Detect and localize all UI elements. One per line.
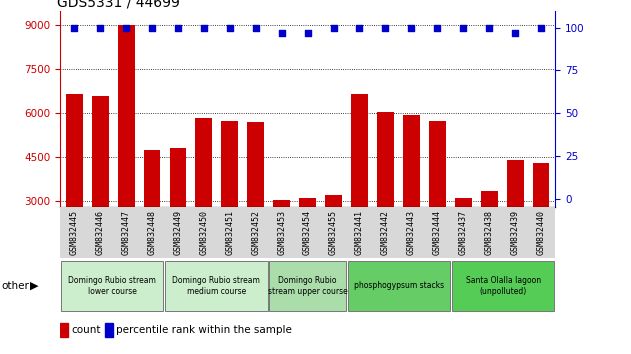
Text: GSM832441: GSM832441 <box>355 210 364 255</box>
Text: GSM832450: GSM832450 <box>199 210 208 255</box>
Text: GSM832447: GSM832447 <box>122 210 131 255</box>
Bar <box>105 323 113 337</box>
FancyBboxPatch shape <box>61 261 163 311</box>
Point <box>484 25 494 30</box>
Point <box>276 30 286 36</box>
Point <box>432 25 442 30</box>
Bar <box>377 112 394 289</box>
Text: GSM832452: GSM832452 <box>251 210 260 255</box>
Bar <box>60 323 68 337</box>
Point <box>302 30 312 36</box>
Text: GSM832446: GSM832446 <box>96 210 105 255</box>
Bar <box>455 198 471 289</box>
FancyBboxPatch shape <box>269 261 346 311</box>
Bar <box>247 122 264 289</box>
Point <box>225 25 235 30</box>
Point <box>173 25 183 30</box>
Bar <box>196 118 212 289</box>
Point <box>95 25 105 30</box>
Text: GSM832445: GSM832445 <box>69 210 79 255</box>
Point <box>147 25 157 30</box>
Text: other: other <box>1 281 29 291</box>
Bar <box>325 195 342 289</box>
Text: GSM832439: GSM832439 <box>510 210 519 255</box>
Bar <box>221 121 239 289</box>
Text: GSM832438: GSM832438 <box>485 210 493 255</box>
Text: GSM832453: GSM832453 <box>277 210 286 255</box>
Point <box>329 25 339 30</box>
Text: ▶: ▶ <box>30 281 38 291</box>
Bar <box>507 160 524 289</box>
Text: GSM832437: GSM832437 <box>459 210 468 255</box>
FancyBboxPatch shape <box>348 261 450 311</box>
Point <box>69 25 80 30</box>
Text: Domingo Rubio stream
lower course: Domingo Rubio stream lower course <box>68 276 156 296</box>
Point <box>510 30 520 36</box>
Text: GSM832451: GSM832451 <box>225 210 234 255</box>
Bar <box>170 148 186 289</box>
Point <box>355 25 365 30</box>
Text: percentile rank within the sample: percentile rank within the sample <box>117 325 292 335</box>
Point <box>536 25 546 30</box>
Text: GSM832455: GSM832455 <box>329 210 338 255</box>
Point <box>121 25 131 30</box>
Bar <box>429 121 445 289</box>
Text: Santa Olalla lagoon
(unpolluted): Santa Olalla lagoon (unpolluted) <box>466 276 541 296</box>
Bar <box>299 198 316 289</box>
Text: GSM832448: GSM832448 <box>148 210 156 255</box>
FancyBboxPatch shape <box>452 261 555 311</box>
Text: GSM832444: GSM832444 <box>433 210 442 255</box>
Bar <box>117 25 134 289</box>
Text: GSM832454: GSM832454 <box>303 210 312 255</box>
Text: GDS5331 / 44699: GDS5331 / 44699 <box>57 0 180 10</box>
FancyBboxPatch shape <box>165 261 268 311</box>
Text: GSM832443: GSM832443 <box>407 210 416 255</box>
Text: Domingo Rubio
stream upper course: Domingo Rubio stream upper course <box>268 276 348 296</box>
Bar <box>273 200 290 289</box>
Bar <box>351 94 368 289</box>
Point <box>199 25 209 30</box>
Bar <box>403 115 420 289</box>
Text: GSM832440: GSM832440 <box>536 210 546 255</box>
Text: phosphogypsum stacks: phosphogypsum stacks <box>354 281 444 290</box>
Text: GSM832449: GSM832449 <box>174 210 182 255</box>
Text: GSM832442: GSM832442 <box>381 210 390 255</box>
Point <box>251 25 261 30</box>
Bar <box>144 150 160 289</box>
Bar <box>66 94 83 289</box>
Bar <box>481 191 498 289</box>
Text: Domingo Rubio stream
medium course: Domingo Rubio stream medium course <box>172 276 261 296</box>
Point <box>458 25 468 30</box>
Point <box>406 25 416 30</box>
Bar <box>533 163 550 289</box>
Text: count: count <box>71 325 101 335</box>
Point <box>380 25 391 30</box>
Bar <box>91 96 109 289</box>
